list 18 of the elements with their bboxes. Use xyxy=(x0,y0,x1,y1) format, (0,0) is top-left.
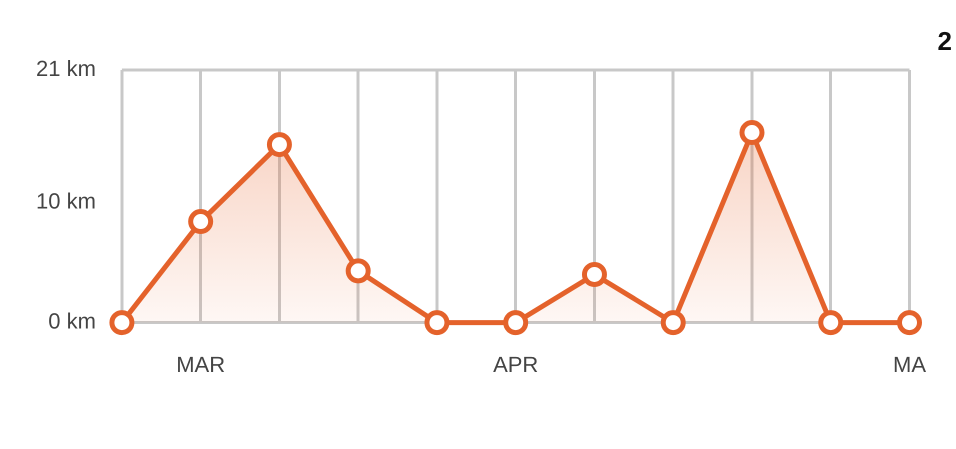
point xyxy=(266,132,292,158)
point xyxy=(188,209,214,234)
point xyxy=(739,120,764,146)
point xyxy=(346,258,371,284)
point xyxy=(109,310,134,336)
x-tick-label: MAR xyxy=(176,352,226,377)
x-tick-label: MA xyxy=(893,352,926,377)
y-tick-label: 21 km xyxy=(36,56,96,82)
point xyxy=(660,310,686,336)
point xyxy=(503,310,528,336)
y-tick-label: 10 km xyxy=(36,188,96,214)
x-tick-label: APR xyxy=(493,352,538,377)
point xyxy=(818,310,844,336)
point xyxy=(424,310,450,336)
y-tick-label: 0 km xyxy=(48,308,96,334)
point xyxy=(897,310,922,336)
point xyxy=(582,262,607,287)
chart-title: 2 xyxy=(938,26,952,57)
